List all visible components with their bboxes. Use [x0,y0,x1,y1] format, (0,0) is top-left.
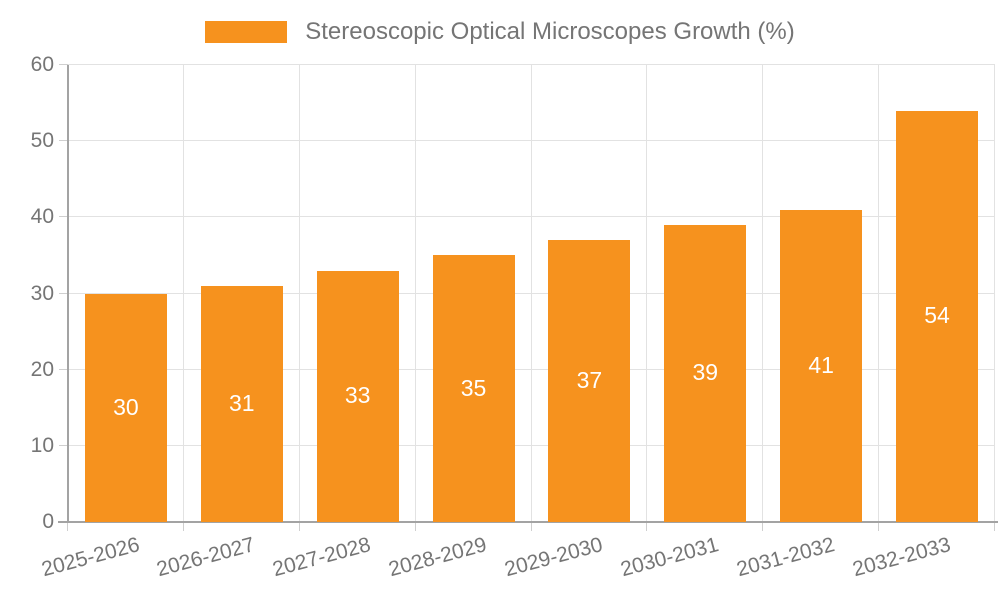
y-axis-tick [59,368,68,370]
gridline-vertical [414,65,416,522]
bar[interactable]: 33 [316,270,399,522]
x-axis-tick [298,522,300,531]
y-tick-label: 10 [30,433,54,457]
gridline-horizontal [68,140,995,142]
x-tick-label: 2032-2033 [849,533,953,582]
gridline-vertical [762,65,764,522]
y-axis-tick [59,140,68,142]
legend-label: Stereoscopic Optical Microscopes Growth … [305,18,795,45]
x-axis-tick [646,522,648,531]
gridline-vertical [182,65,184,522]
x-axis-tick [414,522,416,531]
gridline-vertical [878,65,880,522]
bar-value-label: 33 [344,382,371,409]
x-axis-tick [182,522,184,531]
bar-value-label: 54 [924,302,950,329]
y-tick-label: 30 [30,281,54,305]
y-axis-tick [59,292,68,294]
y-axis-tick [59,64,68,65]
gridline-horizontal [68,216,995,218]
y-tick-label: 20 [30,357,54,381]
x-axis-tick [67,522,68,531]
bar-value-label: 30 [113,393,139,420]
x-tick-label: 2029-2030 [502,533,606,582]
y-tick-label: 50 [30,129,54,153]
bar[interactable]: 30 [84,293,167,522]
x-axis-line [58,521,998,523]
bar[interactable]: 31 [200,285,283,522]
y-tick-label: 60 [30,53,54,76]
bar-value-label: 39 [692,359,719,386]
bar-value-label: 35 [460,374,487,401]
y-axis-tick [59,216,68,218]
y-axis-tick [59,444,68,446]
gridline-horizontal [68,292,995,294]
gridline-horizontal [68,444,995,446]
gridline-horizontal [68,64,995,65]
x-axis-tick [530,522,532,531]
x-tick-label: 2027-2028 [270,533,374,582]
y-tick-label: 0 [42,510,54,533]
bar[interactable]: 39 [664,224,747,522]
bar-value-label: 31 [229,389,255,416]
bar[interactable]: 35 [432,255,515,522]
bar[interactable]: 54 [896,110,979,522]
legend-swatch [205,21,288,43]
y-tick-label: 40 [30,205,54,229]
x-tick-label: 2026-2027 [154,533,258,582]
x-axis-tick [994,522,995,531]
bar[interactable]: 41 [780,209,863,522]
x-tick-label: 2025-2026 [38,533,142,582]
legend[interactable]: Stereoscopic Optical Microscopes Growth … [0,18,1000,46]
gridline-vertical [994,65,995,522]
gridline-vertical [530,65,532,522]
x-tick-label: 2031-2032 [733,533,837,582]
gridline-vertical [298,65,300,522]
gridline-vertical [646,65,648,522]
bar-value-label: 37 [576,367,603,394]
gridline-horizontal [68,368,995,370]
x-tick-label: 2030-2031 [618,533,722,582]
x-tick-label: 2028-2029 [386,533,490,582]
y-axis-line [67,65,69,522]
bar[interactable]: 37 [548,240,631,522]
x-axis-tick [762,522,764,531]
bar-value-label: 41 [808,351,834,378]
x-axis-tick [878,522,880,531]
